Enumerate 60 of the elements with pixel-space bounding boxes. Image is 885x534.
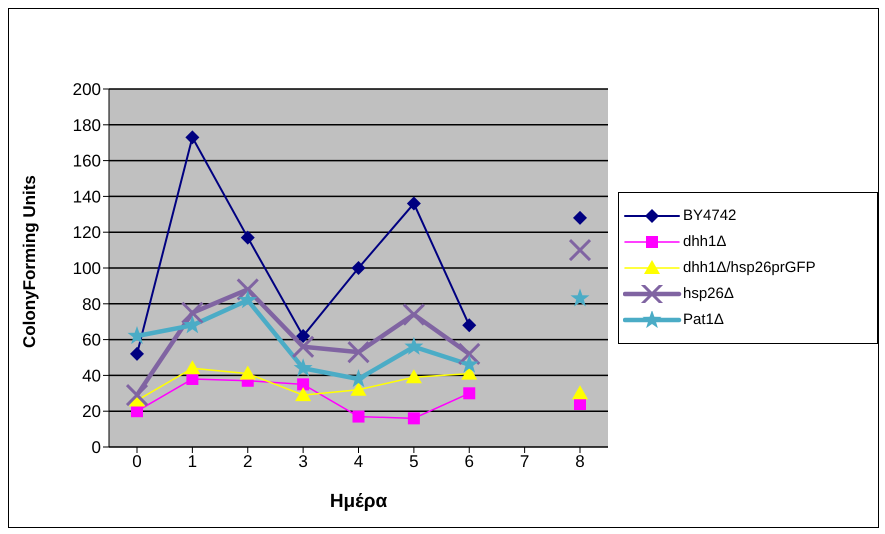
x-tick-label: 4: [354, 452, 364, 472]
y-axis-title: ColonyForming Units: [20, 175, 40, 348]
point: [347, 340, 370, 364]
y-tick-label: 100: [72, 259, 101, 278]
point: [406, 369, 422, 384]
point: [350, 382, 366, 396]
point: [406, 196, 421, 211]
legend-label: dhh1Δ: [683, 233, 728, 250]
x-tick-label: 6: [464, 452, 474, 472]
point: [294, 358, 313, 376]
point: [236, 278, 260, 301]
point: [297, 378, 310, 390]
y-tick-label: 160: [72, 152, 101, 171]
point: [180, 301, 204, 324]
y-tick-label: 80: [82, 294, 101, 314]
y-tick-label: 200: [72, 80, 101, 100]
point: [240, 230, 255, 245]
point: [186, 372, 198, 385]
y-tick-label: 40: [82, 366, 101, 386]
point: [570, 288, 590, 307]
point: [130, 346, 144, 361]
legend-label: dhh1Δ/hsp26prGFP: [683, 259, 817, 276]
x-tick-label: 3: [298, 452, 308, 472]
point: [408, 412, 420, 424]
x-tick-label: 0: [132, 452, 142, 472]
y-tick-label: 60: [82, 330, 101, 350]
x-axis-title: Ημέρα: [330, 491, 388, 512]
legend-label: hsp26Δ: [683, 285, 735, 302]
legend-label: BY4742: [683, 207, 738, 224]
x-tick-label: 1: [188, 452, 198, 472]
point: [460, 354, 479, 373]
x-tick-label: 7: [520, 452, 530, 472]
point: [404, 336, 424, 355]
point: [568, 238, 592, 262]
x-tick-label: 2: [243, 452, 252, 472]
point: [462, 318, 476, 332]
point: [458, 342, 481, 366]
point: [296, 329, 310, 344]
point: [238, 290, 258, 308]
y-tick-label: 180: [72, 116, 101, 135]
x-tick-label: 5: [409, 452, 419, 472]
point: [126, 384, 148, 407]
y-tick-label: 0: [92, 438, 101, 458]
x-tick-label: 8: [575, 452, 585, 472]
point: [182, 315, 202, 334]
point: [185, 130, 200, 144]
legend-label: Pat1Δ: [683, 311, 725, 328]
y-tick-label: 120: [72, 223, 101, 242]
y-tick-label: 140: [72, 187, 101, 206]
point: [402, 303, 426, 326]
point: [240, 366, 256, 380]
point: [295, 387, 312, 402]
point: [463, 387, 476, 400]
y-tick-label: 20: [82, 402, 101, 422]
point: [184, 360, 200, 374]
point: [572, 385, 588, 400]
point: [292, 335, 315, 358]
point: [352, 410, 364, 423]
point: [352, 261, 366, 275]
point: [573, 210, 587, 225]
